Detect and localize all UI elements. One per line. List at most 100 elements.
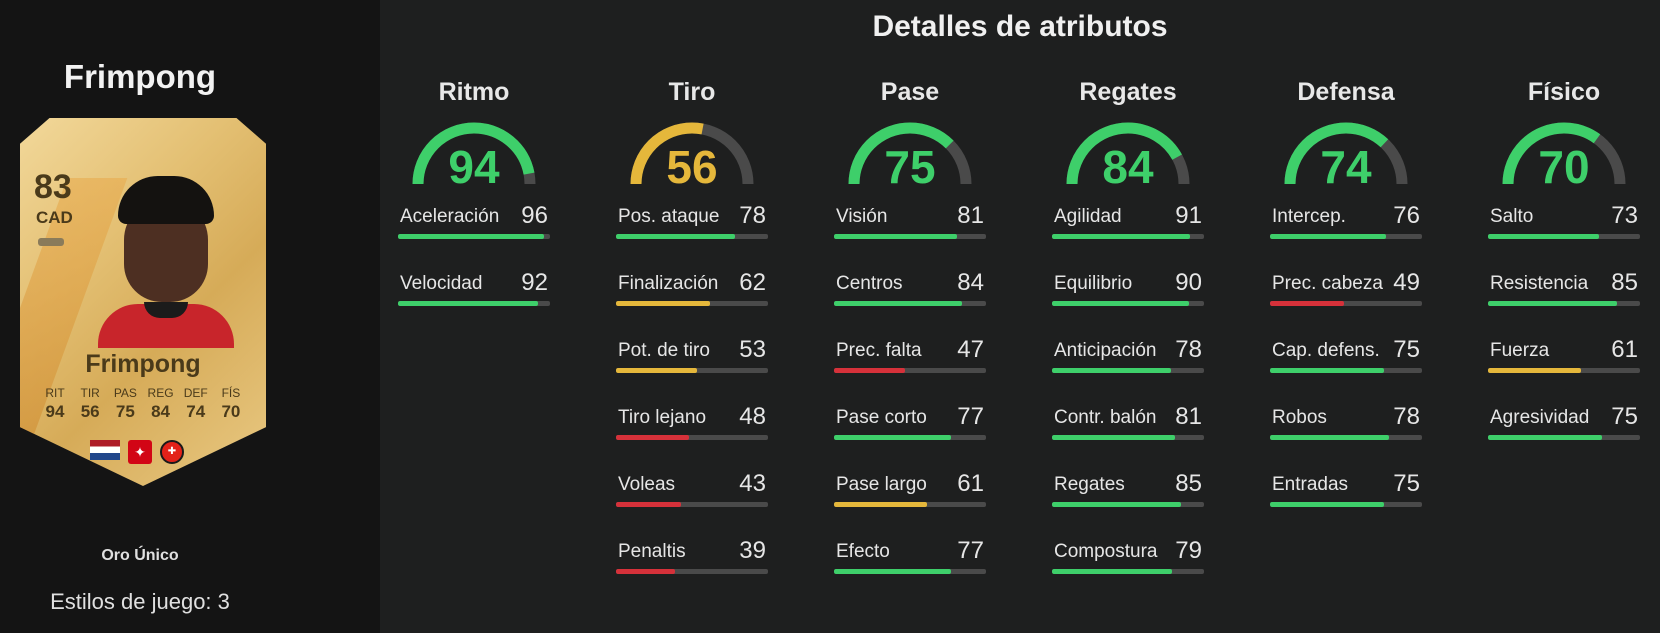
stat-label: Velocidad <box>400 273 483 294</box>
stat-list: Salto 73 Resistencia 85 Fuerza 61 Agresividad 7… <box>1488 202 1640 470</box>
stat-row: Prec. falta 47 <box>834 336 986 403</box>
stat-value: 73 <box>1611 202 1638 229</box>
stat-value: 49 <box>1393 269 1420 296</box>
stat-value: 47 <box>957 336 984 363</box>
stat-bar-fill <box>834 435 952 440</box>
stat-label: Centros <box>836 273 903 294</box>
stat-list: Aceleración 96 Velocidad 92 <box>398 202 550 336</box>
stat-bar-fill <box>834 234 958 239</box>
card-type-label: Oro Único <box>101 547 179 564</box>
stat-label: Contr. balón <box>1054 407 1157 428</box>
stat-value: 81 <box>957 202 984 229</box>
stat-bar-fill <box>834 569 952 574</box>
gauge-arc <box>630 122 754 185</box>
stat-bar-fill <box>616 435 689 440</box>
stat-label: Prec. falta <box>836 340 922 361</box>
stat-row: Aceleración 96 <box>398 202 550 269</box>
card-stat-value: 56 <box>80 402 100 421</box>
stat-bar <box>616 368 768 373</box>
stat-value: 90 <box>1175 269 1202 296</box>
card-stat-label: REG <box>147 386 174 400</box>
stat-list: Intercep. 76 Prec. cabeza 49 Cap. defens. 75 R… <box>1270 202 1422 537</box>
stat-bar <box>1052 502 1204 507</box>
stat-row: Contr. balón 81 <box>1052 403 1204 470</box>
player-card[interactable]: 83 CAD Frimpong RIT 94 TIR 56 PAS 75 REG 84 DEF 7… <box>20 118 266 486</box>
card-stat-label: RIT <box>45 386 65 400</box>
stat-label: Pase corto <box>836 407 927 428</box>
attribute-column-2: Pase 75 Visión 81 Centros 84 Prec. falta 47 Pase… <box>834 78 986 604</box>
stat-row: Prec. cabeza 49 <box>1270 269 1422 336</box>
card-stats: RIT 94 TIR 56 PAS 75 REG 84 DEF 74 FÍS 70 <box>38 386 248 422</box>
stat-bar-fill <box>398 301 538 306</box>
stat-bar <box>398 234 550 239</box>
card-stat-value: 75 <box>115 402 135 421</box>
category-title: Pase <box>880 78 940 106</box>
stat-label: Intercep. <box>1272 206 1346 227</box>
stat-row: Pase corto 77 <box>834 403 986 470</box>
attribute-column-0: Ritmo 94 Aceleración 96 Velocidad 92 <box>398 78 550 336</box>
category-title: Tiro <box>668 78 716 106</box>
stat-bar <box>1270 234 1422 239</box>
stat-row: Velocidad 92 <box>398 269 550 336</box>
stat-row: Visión 81 <box>834 202 986 269</box>
boot-icon <box>38 238 64 246</box>
card-stat-reg: REG 84 <box>144 386 178 422</box>
stat-bar-fill <box>1052 435 1176 440</box>
stat-bar <box>616 301 768 306</box>
card-stat-value: 74 <box>186 402 206 421</box>
stat-label: Pos. ataque <box>618 206 720 227</box>
bundesliga-icon: ✦ <box>128 440 152 464</box>
stat-value: 96 <box>521 202 548 229</box>
card-rating: 83 <box>34 168 72 206</box>
category-title: Defensa <box>1297 78 1395 106</box>
category-value: 94 <box>448 141 500 193</box>
stat-bar <box>1488 234 1640 239</box>
stat-label: Resistencia <box>1490 273 1589 294</box>
stat-row: Tiro lejano 48 <box>616 403 768 470</box>
stat-bar <box>1270 502 1422 507</box>
stat-bar <box>834 435 986 440</box>
stat-bar-fill <box>834 502 927 507</box>
category-title: Físico <box>1527 78 1601 106</box>
category-gauge: 84 <box>1063 118 1193 198</box>
attribute-column-3: Regates 84 Agilidad 91 Equilibrio 90 Anticipac… <box>1052 78 1204 604</box>
stat-row: Intercep. 76 <box>1270 202 1422 269</box>
stat-row: Cap. defens. 75 <box>1270 336 1422 403</box>
stat-value: 78 <box>739 202 766 229</box>
gauge-arc <box>848 122 972 185</box>
gauge-arc <box>412 122 536 185</box>
stat-bar-fill <box>616 301 711 306</box>
stat-label: Penaltis <box>618 541 686 562</box>
stat-value: 91 <box>1175 202 1202 229</box>
card-stat-def: DEF 74 <box>179 386 213 422</box>
stat-value: 53 <box>739 336 766 363</box>
attribute-column-4: Defensa 74 Intercep. 76 Prec. cabeza 49 Cap. d… <box>1270 78 1422 537</box>
stat-row: Pot. de tiro 53 <box>616 336 768 403</box>
category-value: 75 <box>884 141 936 193</box>
card-stat-label: FÍS <box>221 386 241 400</box>
stat-label: Pot. de tiro <box>618 340 710 361</box>
category-gauge: 75 <box>845 118 975 198</box>
stat-bar <box>834 569 986 574</box>
stat-bar-fill <box>1052 301 1189 306</box>
stat-label: Anticipación <box>1054 340 1157 361</box>
stat-bar <box>1488 435 1640 440</box>
stat-list: Pos. ataque 78 Finalización 62 Pot. de tiro 5… <box>616 202 768 604</box>
stat-bar-fill <box>834 368 906 373</box>
stat-row: Finalización 62 <box>616 269 768 336</box>
card-stat-label: TIR <box>80 386 100 400</box>
gauge-fill <box>1066 122 1190 185</box>
stat-label: Pase largo <box>836 474 927 495</box>
stat-row: Agilidad 91 <box>1052 202 1204 269</box>
category-title: Regates <box>1079 78 1177 106</box>
stat-bar-fill <box>1270 234 1386 239</box>
card-stat-label: PAS <box>113 386 137 400</box>
category-gauge: 70 <box>1499 118 1629 198</box>
stat-bar-fill <box>616 368 697 373</box>
category-value: 70 <box>1538 141 1590 193</box>
stat-value: 75 <box>1393 336 1420 363</box>
stat-bar-fill <box>834 301 962 306</box>
card-stat-pas: PAS 75 <box>108 386 142 422</box>
stat-label: Efecto <box>836 541 890 562</box>
playstyles-count[interactable]: Estilos de juego: 3 <box>50 589 230 614</box>
